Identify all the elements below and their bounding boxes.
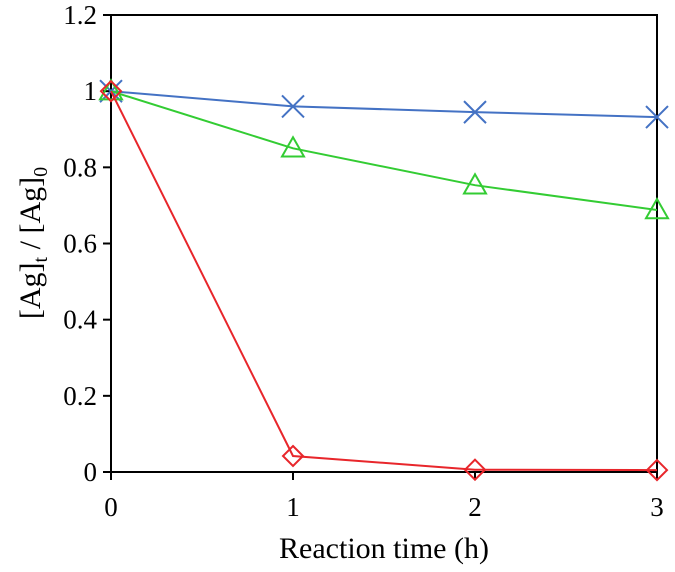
data-point: [98, 78, 124, 101]
data-point: [281, 444, 305, 468]
series-layer: [98, 78, 670, 482]
y-axis-ticks: 0 0.2 0.4 0.6 0.8 1 1.2: [63, 0, 111, 487]
x-tick-label: 0: [104, 492, 118, 522]
data-point: [463, 100, 487, 124]
data-point: [99, 79, 123, 103]
y-tick-label: 0.2: [63, 381, 97, 411]
data-point: [644, 196, 670, 220]
y-axis-title-sub1: t: [30, 256, 52, 262]
series-line: [110, 90, 658, 119]
x-axis-ticks: 0 1 2 3: [104, 472, 664, 522]
series-triangle: [98, 78, 670, 220]
y-axis-title: [Ag]t / [Ag]0: [14, 167, 52, 319]
y-tick-label: 1.2: [63, 0, 97, 30]
data-point: [645, 105, 669, 129]
x-axis-title: Reaction time (h): [279, 532, 489, 565]
y-axis-title-sep: /: [14, 234, 47, 257]
plot-area: [110, 14, 658, 473]
y-axis-title-sub2: 0: [30, 167, 52, 177]
series-diamond: [99, 79, 669, 482]
y-tick-label: 1: [84, 76, 98, 106]
x-tick-label: 3: [650, 492, 664, 522]
data-point: [645, 458, 669, 482]
y-axis-title-part2: [Ag]: [14, 177, 47, 234]
data-point: [281, 94, 305, 119]
y-tick-label: 0.8: [63, 152, 97, 182]
data-point: [462, 172, 488, 195]
series-line: [110, 90, 658, 211]
y-axis-title-part1: [Ag]: [14, 262, 47, 319]
x-tick-label: 1: [286, 492, 300, 522]
y-tick-label: 0: [84, 457, 98, 487]
series-line: [110, 90, 658, 472]
y-tick-label: 0.4: [63, 305, 97, 335]
x-tick-label: 2: [468, 492, 482, 522]
data-point: [463, 458, 487, 482]
y-tick-label: 0.6: [63, 229, 97, 259]
data-point: [280, 135, 306, 158]
